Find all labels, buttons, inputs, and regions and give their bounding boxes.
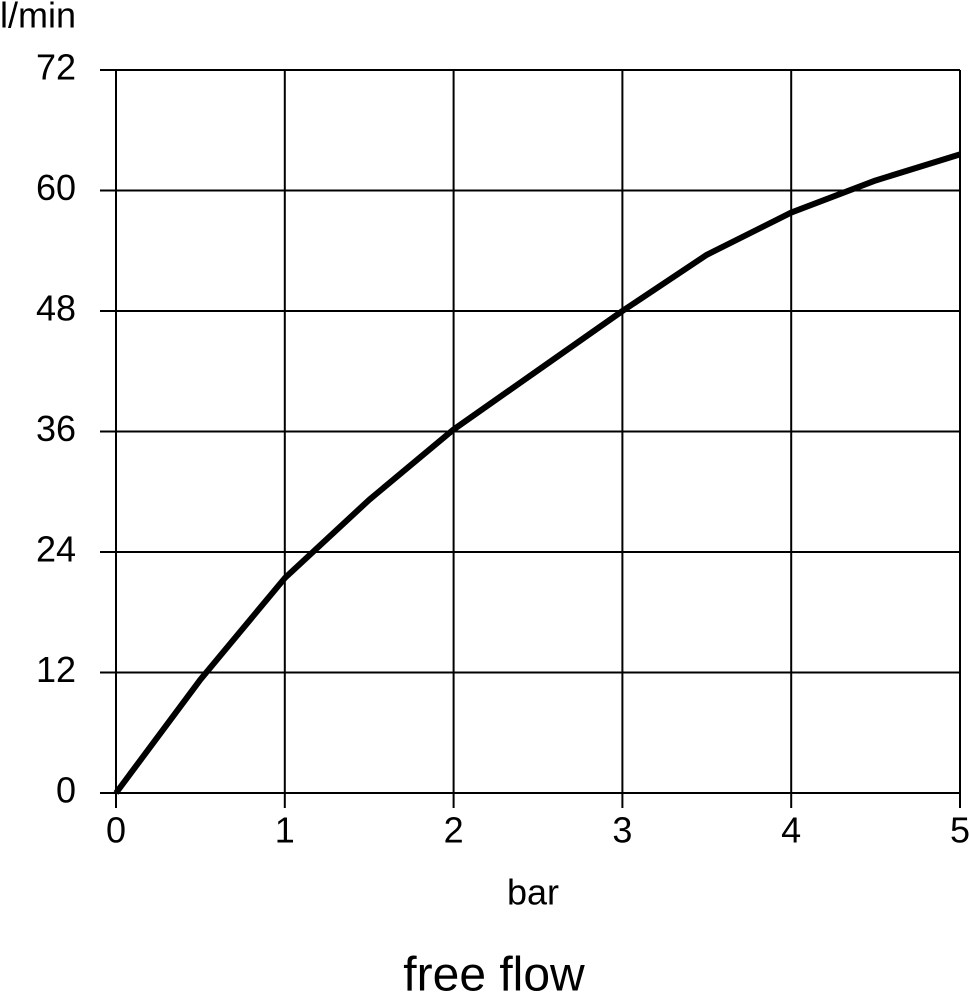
y-tick-label: 12 xyxy=(36,649,76,690)
y-tick-label: 36 xyxy=(36,408,76,449)
y-tick-label: 24 xyxy=(36,529,76,570)
y-tick-label: 48 xyxy=(36,288,76,329)
x-tick-label: 0 xyxy=(106,810,126,851)
x-tick-label: 2 xyxy=(444,810,464,851)
y-tick-label: 60 xyxy=(36,167,76,208)
chart-title: free flow xyxy=(403,949,585,1000)
x-tick-label: 1 xyxy=(275,810,295,851)
x-tick-label: 5 xyxy=(950,810,969,851)
x-tick-label: 4 xyxy=(781,810,801,851)
y-tick-label: 0 xyxy=(56,770,76,811)
y-tick-label: 72 xyxy=(36,47,76,88)
x-tick-label: 3 xyxy=(612,810,632,851)
data-line xyxy=(113,151,961,795)
y-axis-label: l/min xyxy=(0,0,76,36)
x-axis-label: bar xyxy=(507,872,559,913)
